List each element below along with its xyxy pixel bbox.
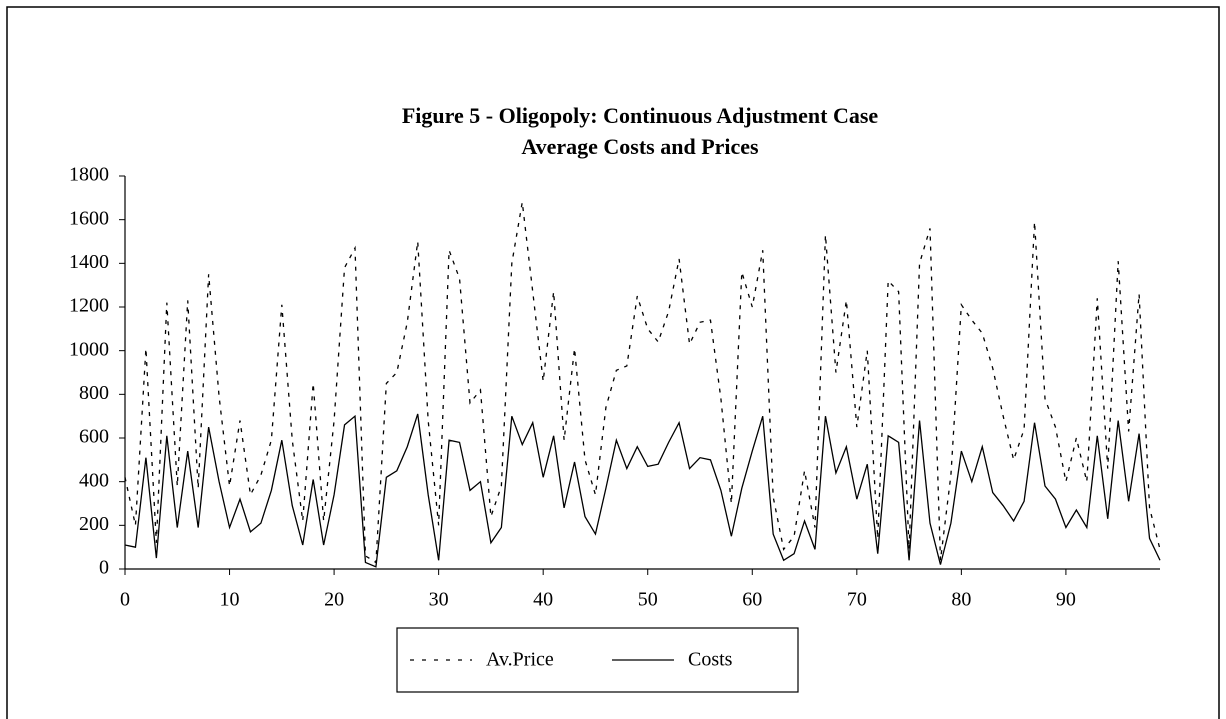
data-line <box>124 202 1161 564</box>
x-tick-label: 70 <box>847 589 867 611</box>
x-tick-label: 90 <box>1056 589 1076 611</box>
legend-box <box>396 627 799 693</box>
x-tick-label: 60 <box>742 589 762 611</box>
data-line <box>124 413 1161 568</box>
x-tick-label: 10 <box>220 589 240 611</box>
legend-label: Costs <box>688 649 733 671</box>
y-tick-label: 1000 <box>69 338 109 360</box>
y-tick-label: 800 <box>79 382 109 404</box>
chart-title: Figure 5 - Oligopoly: Continuous Adjustm… <box>402 103 879 128</box>
y-tick-label: 1400 <box>69 251 109 273</box>
y-tick-label: 600 <box>79 426 109 448</box>
x-tick-label: 20 <box>324 589 344 611</box>
x-tick-label: 50 <box>638 589 658 611</box>
y-tick-label: 200 <box>79 513 109 535</box>
x-tick-label: 80 <box>951 589 971 611</box>
chart-subtitle: Average Costs and Prices <box>521 134 759 159</box>
y-tick-label: 1600 <box>69 207 109 229</box>
x-tick-label: 0 <box>120 589 130 611</box>
x-tick-label: 40 <box>533 589 553 611</box>
frame <box>6 6 1220 719</box>
x-tick-label: 30 <box>429 589 449 611</box>
y-tick-label: 0 <box>99 557 109 579</box>
y-tick-label: 1800 <box>69 164 109 186</box>
legend-label: Av.Price <box>486 649 554 671</box>
y-tick-label: 1200 <box>69 295 109 317</box>
y-tick-label: 400 <box>79 469 109 491</box>
